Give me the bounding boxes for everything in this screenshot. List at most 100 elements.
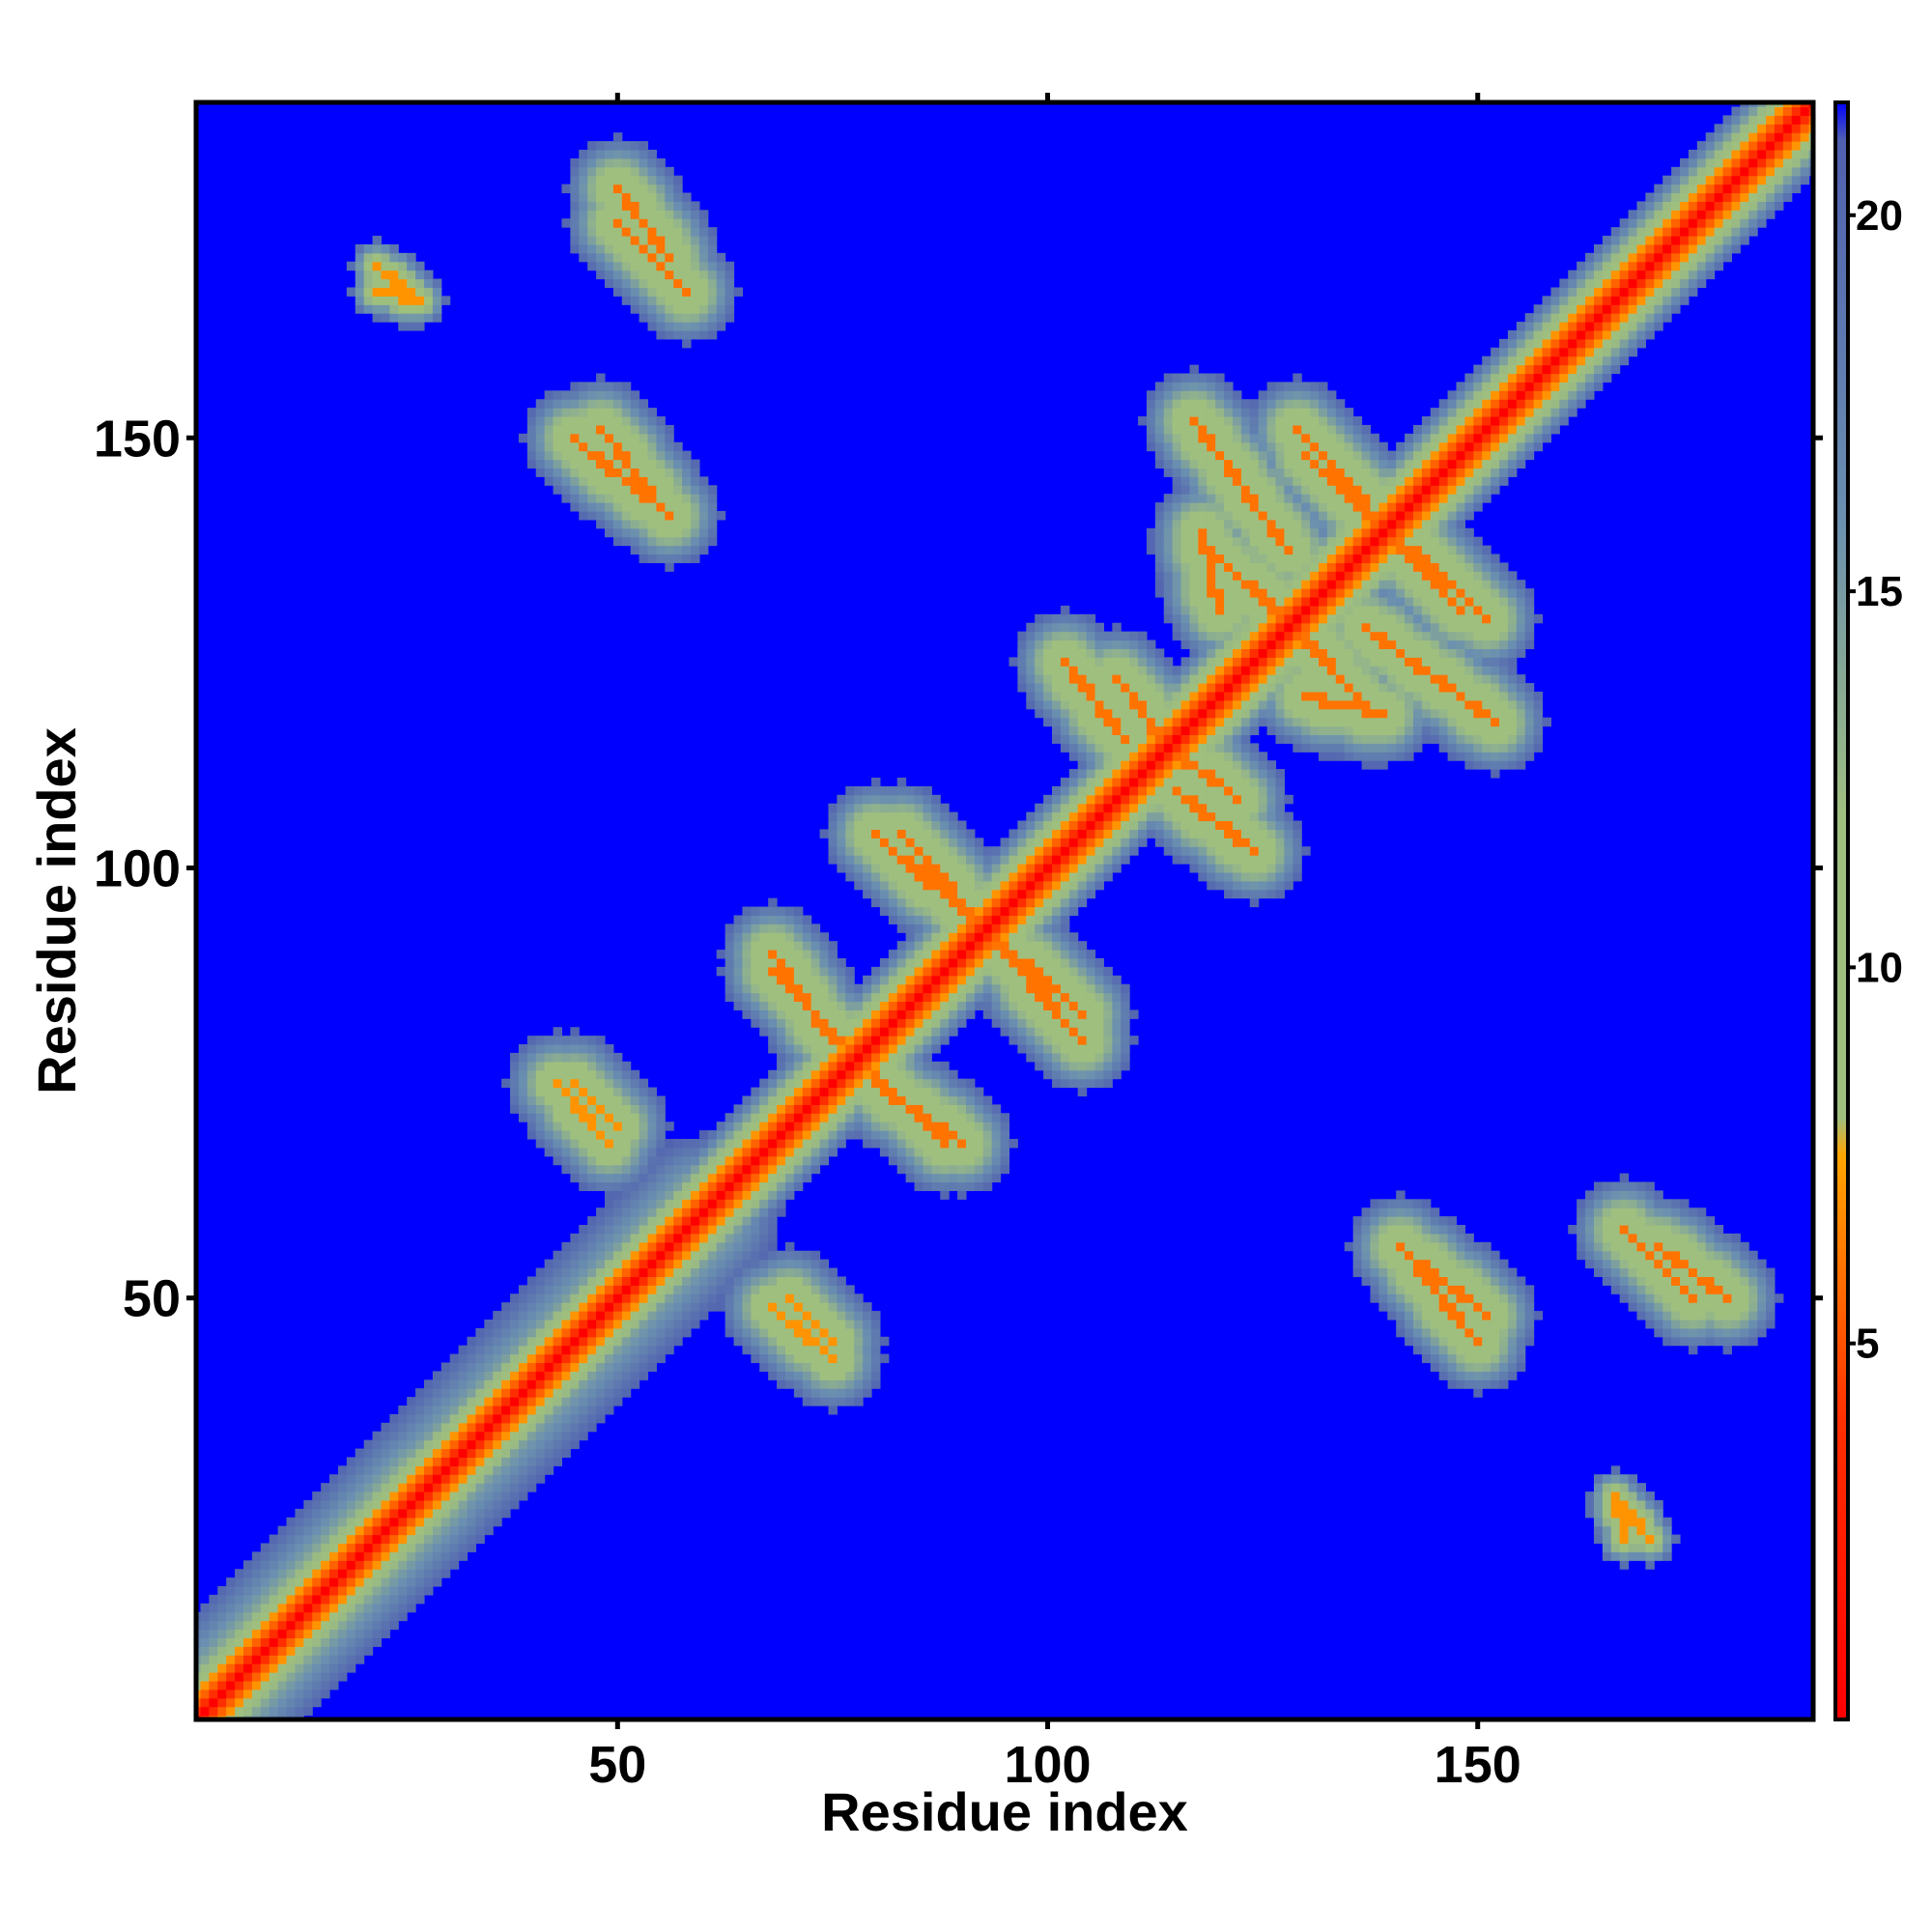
heatmap-cell	[879, 1018, 890, 1028]
heatmap-cell	[363, 1560, 374, 1570]
heatmap-cell	[733, 1319, 743, 1329]
heatmap-cell	[665, 1327, 674, 1338]
heatmap-cell	[423, 1551, 434, 1561]
heatmap-cell	[905, 923, 916, 933]
heatmap-cell	[355, 278, 365, 289]
heatmap-cell	[914, 941, 923, 951]
heatmap-cell	[647, 1233, 657, 1243]
heatmap-cell	[974, 923, 984, 933]
heatmap-cell	[742, 1155, 752, 1166]
heatmap-cell	[888, 880, 898, 891]
heatmap-cell	[1086, 966, 1096, 977]
heatmap-cell	[1060, 803, 1070, 813]
heatmap-cell	[389, 1413, 399, 1424]
heatmap-cell	[277, 1525, 288, 1536]
heatmap-cell	[863, 1052, 872, 1063]
heatmap-cell	[639, 459, 649, 469]
heatmap-cell	[1068, 666, 1079, 675]
heatmap-cell	[854, 1001, 864, 1010]
heatmap-cell	[879, 975, 890, 985]
heatmap-cell	[1086, 829, 1096, 838]
heatmap-cell	[1189, 408, 1199, 417]
heatmap-cell	[784, 1241, 795, 1252]
heatmap-cell	[940, 915, 950, 924]
heatmap-cell	[682, 304, 692, 314]
heatmap-cell	[621, 150, 632, 159]
heatmap-cell	[974, 1138, 984, 1149]
heatmap-cell	[630, 1336, 640, 1347]
heatmap-cell	[810, 958, 821, 968]
heatmap-cell	[1129, 743, 1139, 753]
heatmap-cell	[458, 1431, 469, 1441]
heatmap-cell	[854, 1122, 864, 1131]
heatmap-cell	[871, 1122, 881, 1131]
heatmap-cell	[329, 1577, 339, 1587]
heatmap-cell	[673, 1319, 683, 1329]
heatmap-cell	[596, 1285, 606, 1294]
heatmap-cell	[828, 1345, 838, 1355]
heatmap-cell	[423, 1534, 434, 1545]
heatmap-cell	[1112, 699, 1122, 710]
heatmap-cell	[381, 1525, 390, 1536]
heatmap-cell	[1207, 373, 1216, 383]
heatmap-cell	[295, 1603, 304, 1613]
heatmap-cell	[1000, 932, 1010, 942]
heatmap-cell	[1172, 373, 1182, 383]
heatmap-cell	[682, 1276, 692, 1286]
heatmap-cell	[303, 1680, 313, 1690]
heatmap-cell	[612, 1155, 623, 1166]
heatmap-cell	[1172, 717, 1182, 727]
heatmap-cell	[733, 1293, 743, 1303]
heatmap-cell	[596, 1130, 606, 1140]
heatmap-cell	[596, 485, 606, 495]
heatmap-cell	[196, 1620, 202, 1631]
heatmap-cell	[828, 1061, 838, 1071]
heatmap-cell	[784, 1190, 795, 1200]
heatmap-cell	[982, 1147, 993, 1157]
heatmap-cell	[1112, 1061, 1122, 1071]
heatmap-cell	[570, 424, 580, 435]
heatmap-cell	[1180, 811, 1191, 822]
heatmap-cell	[1086, 699, 1096, 710]
heatmap-cell	[777, 1267, 786, 1278]
heatmap-cell	[269, 1560, 279, 1570]
heatmap-cell	[1198, 846, 1208, 856]
heatmap-cell	[467, 1406, 476, 1415]
heatmap-cell	[1180, 622, 1191, 633]
heatmap-cell	[863, 1130, 872, 1140]
heatmap-cell	[991, 932, 1002, 942]
heatmap-cell	[621, 1293, 632, 1303]
heatmap-cell	[389, 1422, 399, 1433]
heatmap-cell	[243, 1637, 253, 1647]
heatmap-cell	[295, 1655, 304, 1664]
heatmap-cell	[931, 855, 941, 865]
heatmap-cell	[440, 1388, 451, 1398]
heatmap-cell	[810, 1362, 821, 1372]
heatmap-cell	[579, 1087, 588, 1097]
heatmap-cell	[639, 157, 649, 168]
heatmap-cell	[596, 1173, 606, 1183]
heatmap-cell	[1154, 450, 1165, 461]
heatmap-cell	[1180, 855, 1191, 865]
heatmap-cell	[243, 1629, 253, 1638]
heatmap-cell	[974, 975, 984, 985]
heatmap-cell	[1215, 519, 1225, 529]
heatmap-cell	[647, 304, 657, 314]
heatmap-cell	[1112, 1018, 1122, 1028]
heatmap-cell	[802, 1319, 812, 1329]
heatmap-cell	[949, 846, 958, 856]
heatmap-cell	[940, 1027, 950, 1037]
heatmap-cell	[561, 1371, 571, 1380]
heatmap-cell	[819, 966, 830, 977]
heatmap-cell	[1180, 536, 1191, 547]
heatmap-cell	[665, 1276, 674, 1286]
heatmap-cell	[1043, 631, 1053, 641]
heatmap-cell	[561, 494, 571, 503]
heatmap-cell	[303, 1534, 313, 1545]
heatmap-cell	[630, 527, 640, 538]
heatmap-cell	[1198, 416, 1208, 426]
heatmap-cell	[1163, 794, 1174, 805]
heatmap-cell	[863, 846, 872, 856]
heatmap-cell	[630, 201, 640, 211]
heatmap-cell	[1121, 846, 1130, 856]
